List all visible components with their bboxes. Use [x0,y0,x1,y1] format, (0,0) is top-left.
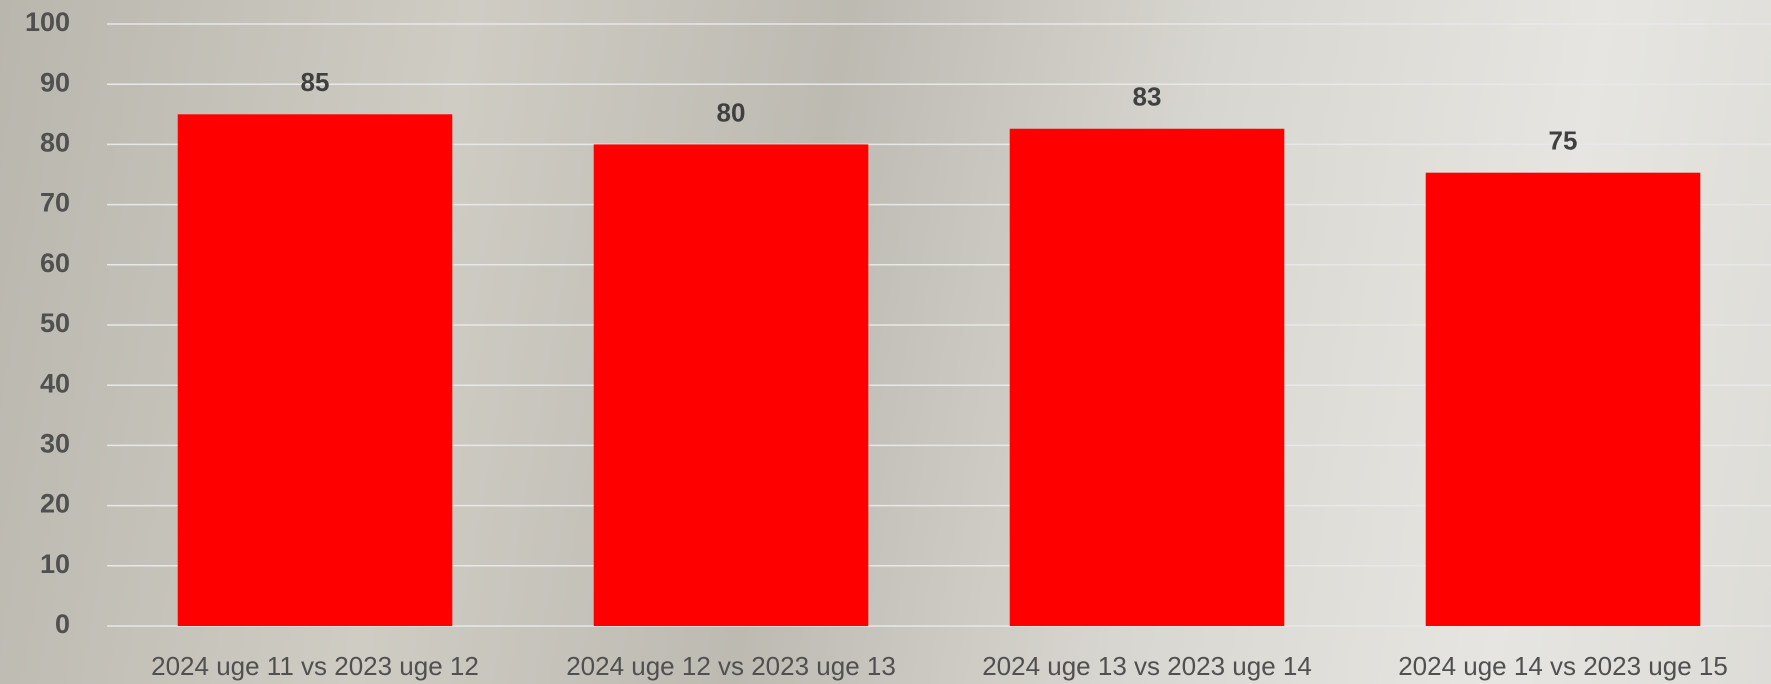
y-tick-label: 20 [40,489,70,519]
x-tick-label: 2024 uge 14 vs 2023 uge 15 [1398,651,1728,681]
bar [1425,172,1701,626]
y-tick-label: 100 [25,7,70,37]
y-tick-label: 50 [40,308,70,338]
x-tick-label: 2024 uge 12 vs 2023 uge 13 [566,651,896,681]
y-tick-label: 70 [40,188,70,218]
data-label: 75 [1549,126,1578,156]
y-tick-label: 30 [40,429,70,459]
data-label: 80 [717,97,746,127]
bar [1009,128,1285,627]
y-tick-label: 10 [40,549,70,579]
data-label: 83 [1133,82,1162,112]
x-tick-label: 2024 uge 13 vs 2023 uge 14 [982,651,1312,681]
bar [593,144,869,626]
y-tick-label: 80 [40,128,70,158]
data-label: 85 [301,67,330,97]
y-tick-label: 40 [40,368,70,398]
y-tick-label: 90 [40,67,70,97]
bar [177,114,453,627]
y-tick-label: 60 [40,248,70,278]
x-tick-label: 2024 uge 11 vs 2023 uge 12 [151,651,479,681]
y-tick-label: 0 [55,609,70,639]
